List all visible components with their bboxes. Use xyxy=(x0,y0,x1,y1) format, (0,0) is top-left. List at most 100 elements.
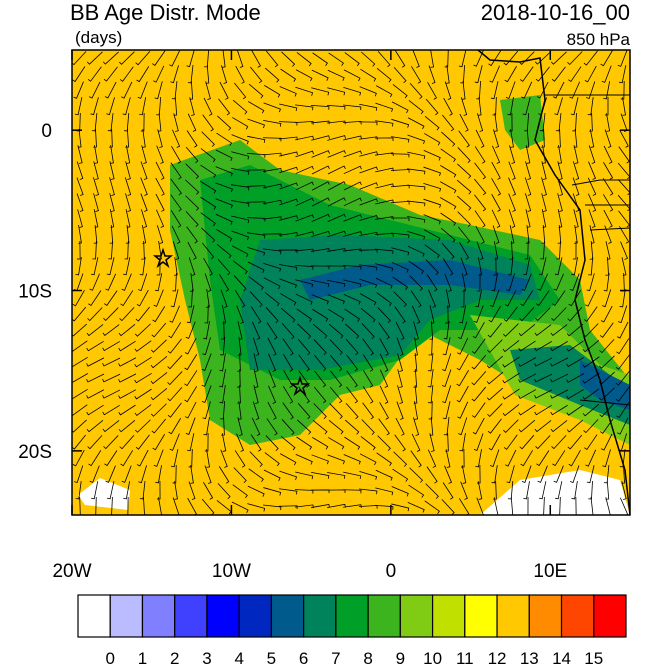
wind-barb xyxy=(456,370,469,387)
wind-barb xyxy=(328,323,344,339)
wind-barb xyxy=(490,81,499,100)
wind-barb xyxy=(410,290,422,308)
colorbar-box xyxy=(335,594,369,638)
wind-barbs xyxy=(72,50,630,515)
wind-barb xyxy=(566,323,584,337)
wind-barb xyxy=(423,166,442,177)
wind-barb xyxy=(392,84,408,99)
wind-barb xyxy=(536,81,549,99)
wind-barb xyxy=(346,370,358,388)
wind-barb xyxy=(524,193,532,212)
wind-barb xyxy=(568,449,581,467)
wind-barb xyxy=(477,97,482,116)
wind-barb xyxy=(534,324,552,336)
wind-barb xyxy=(550,51,567,65)
wind-barb xyxy=(221,433,227,452)
wind-barb xyxy=(393,66,407,84)
wind-barb xyxy=(135,50,151,66)
wind-barb xyxy=(550,389,569,399)
wind-barb xyxy=(428,400,433,420)
wind-barb xyxy=(413,353,418,372)
wind-barb xyxy=(279,264,298,271)
wind-barb xyxy=(583,306,598,322)
wind-barb xyxy=(475,449,482,468)
wind-barb xyxy=(446,65,450,84)
wind-barb xyxy=(247,135,266,143)
wind-barb xyxy=(588,256,594,276)
wind-barb xyxy=(90,97,99,116)
wind-barb xyxy=(167,402,182,418)
wind-barb xyxy=(359,278,378,288)
wind-barb xyxy=(200,212,216,227)
wind-barb xyxy=(461,465,467,484)
wind-barb xyxy=(427,449,437,468)
wind-barb xyxy=(170,289,179,308)
wind-barb xyxy=(397,385,404,404)
wind-barb xyxy=(617,179,630,196)
wind-barb xyxy=(429,417,434,436)
wind-barb xyxy=(251,321,261,340)
wind-barb xyxy=(203,321,210,340)
wind-barb xyxy=(123,481,131,500)
wind-barb xyxy=(168,418,181,435)
wind-barb xyxy=(138,465,147,484)
wind-barb xyxy=(153,65,165,83)
wind-barb xyxy=(345,323,360,339)
wind-barb xyxy=(407,117,425,130)
wind-barb xyxy=(359,136,378,140)
wind-barb xyxy=(141,209,148,228)
wind-barb xyxy=(519,307,535,322)
wind-barb xyxy=(311,294,329,305)
wind-barb xyxy=(442,401,451,420)
wind-barb xyxy=(186,130,198,148)
wind-barb xyxy=(201,131,215,147)
wind-barb xyxy=(327,120,346,125)
wind-barb xyxy=(554,257,563,276)
wind-barb xyxy=(376,452,392,466)
wind-barb xyxy=(253,385,259,404)
wind-barb xyxy=(518,323,536,337)
colorbar-label: 6 xyxy=(299,649,308,667)
wind-barb xyxy=(582,403,600,417)
wind-barb xyxy=(362,338,374,356)
wind-barb xyxy=(75,257,82,276)
wind-barb xyxy=(606,113,611,132)
wind-barb xyxy=(442,482,454,500)
wind-barb xyxy=(134,372,152,384)
wind-barb xyxy=(150,356,168,369)
wind-barb xyxy=(566,340,584,352)
wind-barb xyxy=(377,307,391,323)
wind-barb xyxy=(503,419,519,433)
wind-barb xyxy=(263,248,282,255)
wind-barb xyxy=(471,386,487,402)
wind-barb xyxy=(104,450,118,467)
wind-barb xyxy=(247,485,265,497)
wind-barb xyxy=(493,129,500,148)
wind-barb xyxy=(487,339,503,353)
wind-barb xyxy=(538,257,547,276)
wind-barb xyxy=(106,97,115,116)
wind-barb xyxy=(253,353,259,372)
wind-barb xyxy=(424,115,440,131)
wind-barb xyxy=(550,404,568,416)
wind-barb xyxy=(374,504,394,510)
wind-barb xyxy=(619,226,630,244)
wind-barb xyxy=(391,136,410,143)
wind-barb xyxy=(235,65,245,84)
coastline xyxy=(477,50,630,515)
wind-barb xyxy=(520,290,534,307)
wind-barb xyxy=(486,371,504,385)
wind-barb xyxy=(311,197,330,207)
wind-barb xyxy=(503,50,519,66)
wind-barb xyxy=(585,289,597,307)
wind-barb xyxy=(76,177,84,196)
wind-barb xyxy=(216,244,232,259)
wind-barb xyxy=(491,209,501,228)
wind-barb xyxy=(550,341,568,352)
colorbar-label: 15 xyxy=(584,649,603,667)
wind-barb xyxy=(169,433,180,451)
wind-barb xyxy=(428,289,436,308)
wind-barb xyxy=(234,82,247,100)
wind-barb xyxy=(108,240,113,260)
